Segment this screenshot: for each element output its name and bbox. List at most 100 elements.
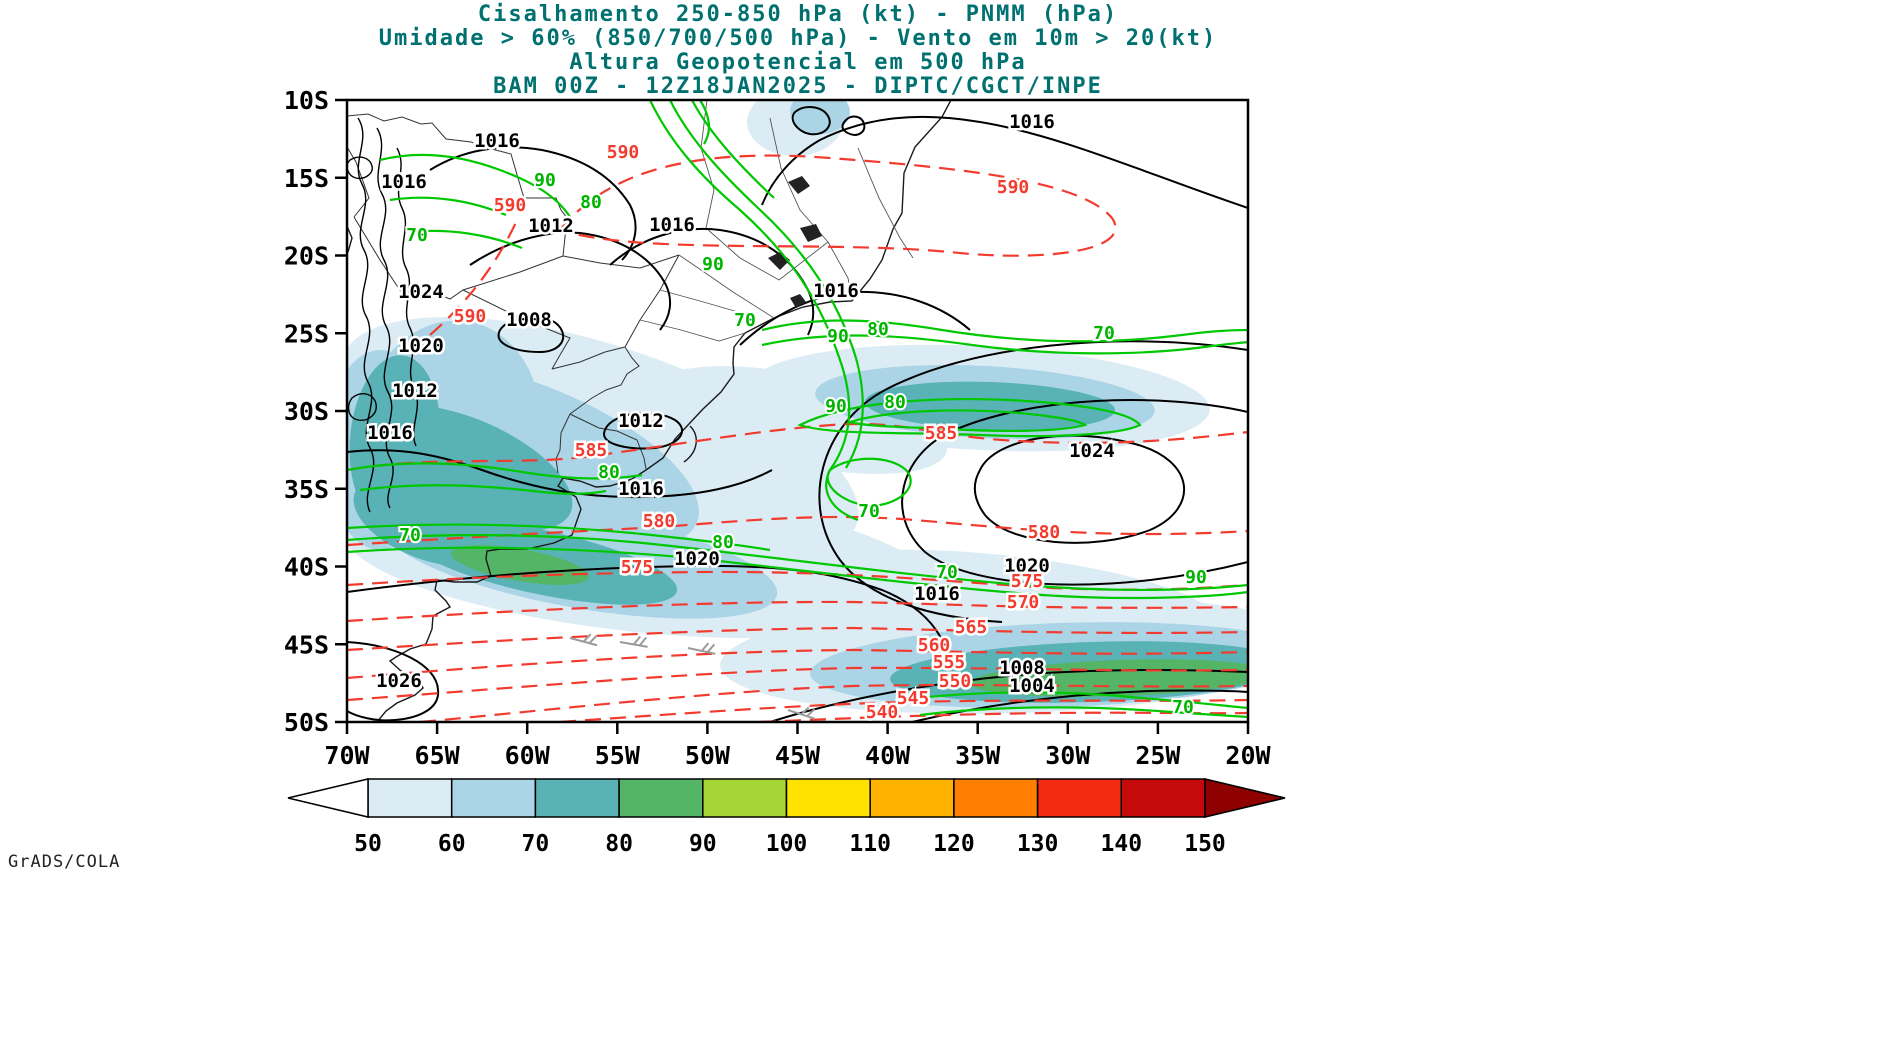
geopotential-path — [347, 666, 1248, 702]
title-line-2: Umidade > 60% (850/700/500 hPa) - Vento … — [378, 26, 1218, 51]
contour-label: 1024 — [1069, 440, 1115, 462]
colorbar-segment — [450, 778, 537, 818]
contour-label: 70 — [734, 310, 756, 331]
isobar-path — [429, 146, 637, 261]
pacific-coast-stub — [347, 225, 353, 253]
geopotential-path — [347, 600, 1248, 623]
credit-text: GrADS/COLA — [8, 852, 121, 872]
shear-path — [347, 546, 1248, 600]
country-border-path — [555, 413, 571, 474]
shear-path — [409, 229, 523, 250]
shading-blob — [353, 473, 507, 567]
country-border-path — [569, 346, 640, 415]
colorbar-tick-label: 110 — [849, 831, 891, 857]
contour-label: 565 — [955, 617, 988, 638]
colorbar-segment — [785, 778, 871, 818]
colorbar-segment — [702, 778, 788, 818]
contour-label: 70 — [858, 501, 880, 522]
country-border-path — [347, 146, 370, 218]
colorbar: 50 60 70 80 90 100 110 120 130 140 150 — [287, 778, 1286, 857]
shear-path — [389, 196, 507, 217]
lat-tick-label: 50S — [284, 708, 329, 737]
contour-label: 1016 — [474, 130, 520, 152]
contour-label: 1026 — [376, 670, 422, 692]
lat-tick-label: 20S — [284, 242, 329, 271]
contour-label: 90 — [1185, 567, 1207, 588]
contour-labels-layer: 1016 1016 1016 1012 1016 1024 1008 1016 1020 1012… — [365, 109, 1209, 726]
contour-label: 90 — [825, 396, 847, 417]
lagoon-path — [683, 425, 697, 463]
colorbar-tick-label: 90 — [689, 831, 717, 857]
country-border-path — [569, 413, 647, 470]
contour-label: 575 — [1011, 571, 1044, 592]
contour-label: 575 — [621, 557, 654, 578]
contour-label: 70 — [936, 562, 958, 583]
colorbar-segment — [367, 778, 453, 818]
lon-tick-label: 70W — [324, 741, 370, 770]
andes-contour-path — [376, 127, 394, 509]
contour-label: 570 — [1007, 592, 1040, 613]
isobar-path — [739, 290, 971, 346]
isobar-path — [901, 399, 1248, 586]
contour-label: 1016 — [813, 280, 859, 302]
lat-tick-label: 15S — [284, 164, 329, 193]
wind-barb-icon — [787, 706, 816, 720]
colorbar-tick-label: 120 — [933, 831, 975, 857]
andes-contour-path — [396, 147, 419, 447]
contour-label: 550 — [939, 671, 972, 692]
contour-label: 560 — [918, 635, 951, 656]
country-border-path — [551, 346, 626, 370]
shear-path — [359, 484, 607, 495]
contour-label: 585 — [575, 440, 608, 461]
terrain-mark — [788, 176, 810, 194]
contour-label: 1008 — [506, 309, 552, 331]
contour-label: 1016 — [618, 478, 664, 500]
lon-tick-label: 55W — [595, 741, 641, 770]
isobar-path — [347, 641, 440, 722]
geopotential-path — [347, 515, 1248, 547]
lon-tick-label: 50W — [685, 741, 731, 770]
country-border-path — [353, 216, 408, 302]
state-border-path — [659, 289, 739, 313]
terrain-mark — [790, 294, 806, 308]
shear-path — [699, 100, 710, 145]
isobar-path — [347, 564, 943, 641]
geopotential-path — [347, 422, 1248, 472]
contour-label: 1008 — [999, 657, 1045, 679]
contour-label: 1024 — [398, 281, 444, 303]
shear-path — [899, 691, 1248, 710]
lon-tick-label: 20W — [1225, 741, 1271, 770]
contour-label: 1016 — [381, 171, 427, 193]
lon-tick-label: 45W — [775, 741, 821, 770]
colorbar-tick-label: 50 — [354, 831, 382, 857]
shear-shading-layer — [347, 100, 1248, 714]
title-block: Cisalhamento 250-850 hPa (kt) - PNMM (hP… — [0, 3, 1596, 99]
geopotential-path — [347, 648, 1248, 680]
colorbar-tick-label: 70 — [522, 831, 550, 857]
country-border-path — [462, 289, 571, 370]
isobar-path — [347, 449, 773, 499]
geopotential-path — [558, 154, 1117, 257]
country-border-path — [562, 254, 680, 348]
title-line-4: BAM 00Z - 12Z18JAN2025 - DIPTC/CGCT/INPE — [493, 74, 1103, 99]
contour-label: 590 — [607, 142, 640, 163]
geopotential-path — [347, 626, 1248, 652]
shading-blob — [865, 381, 1115, 431]
isobar-path — [609, 227, 815, 336]
contour-label: 540 — [866, 702, 899, 723]
colorbar-tick-label: 130 — [1017, 831, 1059, 857]
contour-label: 1020 — [398, 335, 444, 357]
contour-label: 590 — [494, 195, 527, 216]
colorbar-tick-label: 60 — [438, 831, 466, 857]
state-border-path — [827, 241, 853, 302]
lon-tick-label: 60W — [505, 741, 551, 770]
state-border-path — [700, 100, 715, 229]
lon-tick-label: 30W — [1045, 741, 1091, 770]
contour-label: 70 — [406, 225, 428, 246]
shear-path — [919, 706, 1248, 719]
andes-contour-path — [347, 393, 377, 421]
contour-label: 90 — [534, 170, 556, 191]
wind-barb-icon — [619, 635, 648, 648]
isobar-path — [841, 115, 866, 136]
contour-label: 80 — [884, 392, 906, 413]
